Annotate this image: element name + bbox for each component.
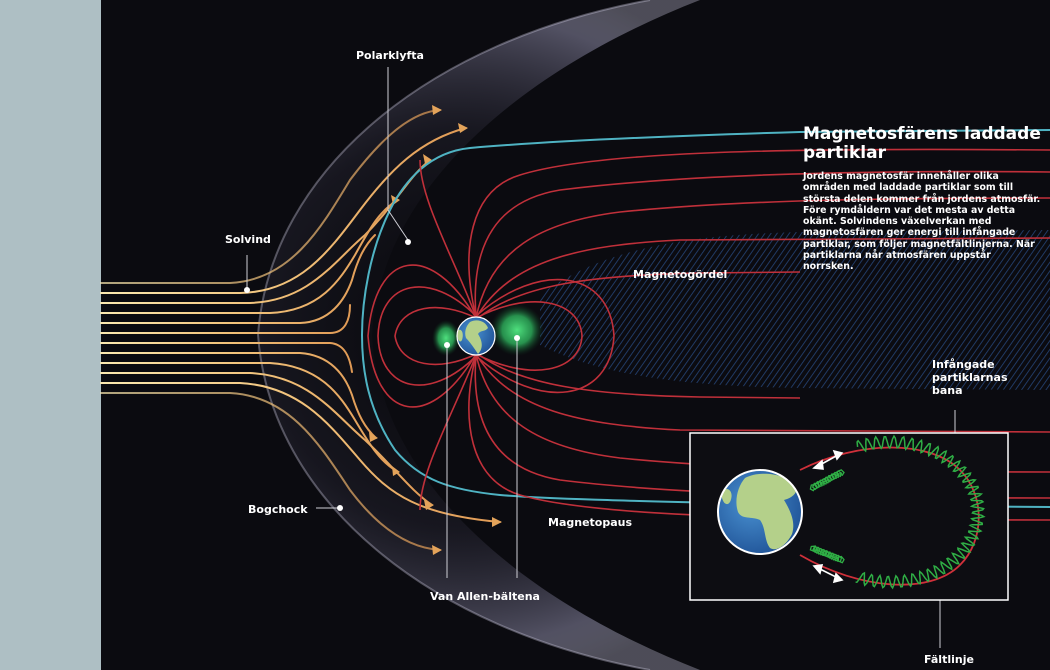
- van-allen-label: Van Allen-bältena: [430, 590, 540, 603]
- magnetotail-region: [540, 230, 1050, 390]
- polar-cusp-label: Polarklyfta: [356, 49, 424, 62]
- solar-wind-label: Solvind: [225, 233, 271, 246]
- bow-shock-label: Bogchock: [248, 503, 308, 516]
- trapped-path-label: Infångade partiklarnas bana: [932, 358, 1008, 397]
- earth-globe-small: [456, 316, 496, 356]
- outer-van-allen-belt: [490, 304, 544, 356]
- magnetopause-label: Magnetopaus: [548, 516, 633, 529]
- bow-shock-edge: [256, 0, 651, 670]
- magnetopause-line: [360, 129, 1050, 508]
- double-arrow-icon: [812, 449, 844, 584]
- green-trajectory: [855, 434, 986, 590]
- bow-shock-region: [258, 0, 700, 670]
- inner-van-allen-belt: [432, 320, 460, 356]
- field-line-label: Fältlinje: [924, 653, 974, 666]
- description-text: Jordens magnetosfär innehåller olika omr…: [803, 171, 1041, 273]
- page-title: Magnetosfärens laddade partiklar: [803, 124, 1041, 163]
- sun-panel: [0, 0, 101, 670]
- magnetotail-label: Magnetogördel: [633, 268, 728, 281]
- spiral-south: [809, 545, 845, 564]
- trapped-particle-inset: [689, 432, 1009, 601]
- field-lines: [367, 148, 1050, 521]
- leader-lines: [246, 67, 956, 648]
- spiral-north: [809, 469, 845, 492]
